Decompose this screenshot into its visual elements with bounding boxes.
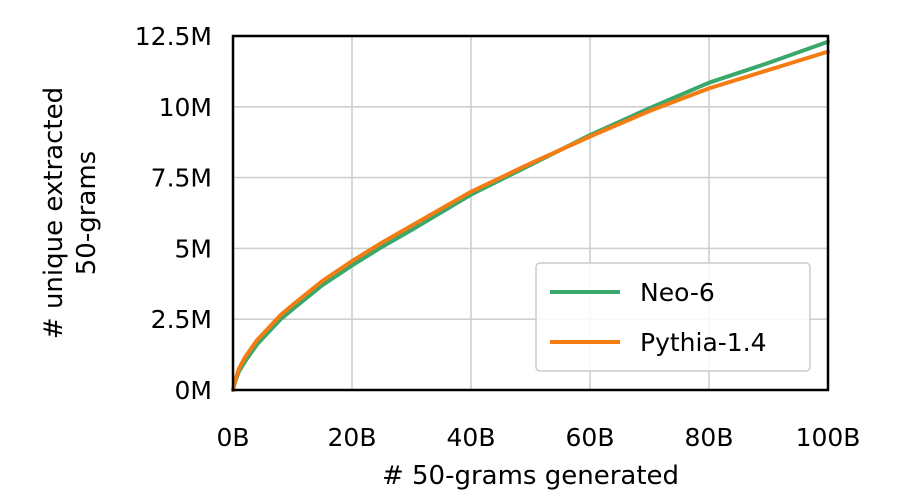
series-line-pythia-1-4 bbox=[231, 49, 830, 392]
x-tick-labels: 0B 20B 40B 60B 80B 100B bbox=[216, 423, 860, 452]
y-tick-label-10m: 10M bbox=[159, 93, 212, 122]
y-tick-label-0m: 0M bbox=[175, 376, 212, 405]
plot-frame bbox=[231, 34, 830, 392]
legend-label-neo-6: Neo-6 bbox=[640, 278, 715, 307]
x-tick-label-20b: 20B bbox=[328, 423, 377, 452]
x-tick-label-80b: 80B bbox=[685, 423, 734, 452]
y-tick-label-12-5m: 12.5M bbox=[135, 22, 212, 51]
y-axis-title: # unique extracted 50-grams bbox=[39, 87, 102, 339]
grid-lines bbox=[233, 36, 828, 390]
x-tick-label-100b: 100B bbox=[796, 423, 861, 452]
y-axis-title-line-1: # unique extracted bbox=[39, 87, 69, 339]
y-axis-title-line-2: 50-grams bbox=[72, 151, 102, 275]
x-tick-label-0b: 0B bbox=[216, 423, 249, 452]
y-tick-label-7-5m: 7.5M bbox=[151, 164, 212, 193]
series-line-neo-6 bbox=[231, 39, 830, 392]
y-tick-label-5m: 5M bbox=[175, 234, 212, 263]
y-tick-label-2-5m: 2.5M bbox=[151, 305, 212, 334]
y-tick-labels: 0M 2.5M 5M 7.5M 10M 12.5M bbox=[135, 22, 212, 405]
x-axis-title: # 50-grams generated bbox=[382, 461, 679, 491]
series-lines bbox=[231, 39, 830, 392]
legend: Neo-6 Pythia-1.4 bbox=[535, 262, 811, 372]
x-tick-label-60b: 60B bbox=[566, 423, 615, 452]
x-tick-label-40b: 40B bbox=[447, 423, 496, 452]
legend-label-pythia-1-4: Pythia-1.4 bbox=[640, 328, 767, 357]
